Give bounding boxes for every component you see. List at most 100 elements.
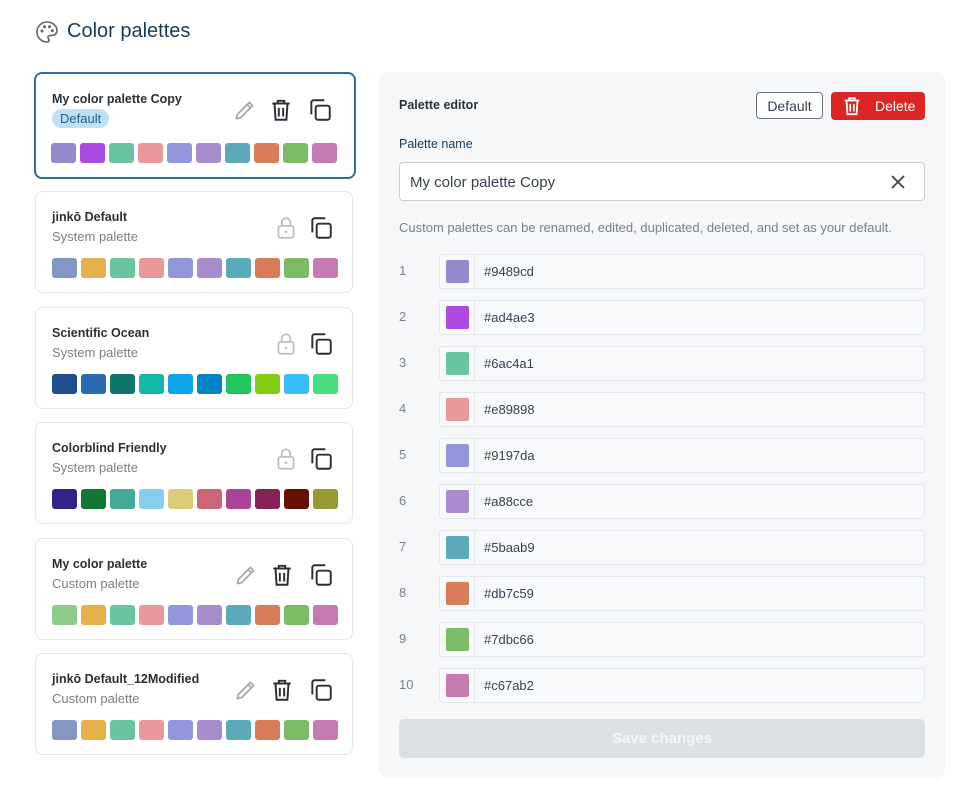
delete-label: Delete	[875, 98, 916, 114]
divider	[474, 255, 475, 288]
pencil-icon[interactable]	[233, 677, 259, 703]
color-input[interactable]: #5baab9	[439, 530, 925, 565]
color-index: 9	[399, 631, 407, 646]
swatch	[52, 720, 77, 740]
swatch	[284, 489, 309, 509]
color-input[interactable]: #7dbc66	[439, 622, 925, 657]
swatch	[197, 605, 222, 625]
swatch	[110, 720, 135, 740]
palette-name: My color palette	[52, 557, 148, 571]
swatch	[197, 720, 222, 740]
editor-title: Palette editor	[399, 98, 479, 112]
swatch	[168, 258, 193, 278]
default-button[interactable]: Default	[756, 92, 823, 119]
swatch	[225, 143, 250, 163]
palette-name: Scientific Ocean	[52, 326, 150, 340]
swatch	[284, 374, 309, 394]
swatch	[313, 489, 338, 509]
swatch	[255, 489, 280, 509]
divider	[474, 393, 475, 426]
palette-card[interactable]: jinkō Default_12Modified Custom palette	[35, 653, 353, 755]
color-index: 1	[399, 263, 407, 278]
palette-name: jinkō Default	[52, 210, 128, 224]
trash-icon[interactable]	[268, 97, 294, 123]
color-input[interactable]: #c67ab2	[439, 668, 925, 703]
pencil-icon[interactable]	[232, 97, 258, 123]
swatch	[255, 258, 280, 278]
save-button[interactable]: Save changes	[399, 719, 925, 758]
delete-button[interactable]: Delete	[831, 92, 925, 120]
copy-icon[interactable]	[308, 562, 334, 588]
swatch	[167, 143, 192, 163]
swatch	[284, 720, 309, 740]
palette-card[interactable]: My color palette Custom palette	[35, 538, 353, 640]
swatch	[138, 143, 163, 163]
palette-card[interactable]: jinkō Default System palette	[35, 191, 353, 293]
color-input[interactable]: #9489cd	[439, 254, 925, 289]
palette-name: Colorblind Friendly	[52, 441, 167, 455]
divider	[474, 531, 475, 564]
copy-icon[interactable]	[308, 677, 334, 703]
divider	[474, 485, 475, 518]
swatch	[110, 489, 135, 509]
swatch	[254, 143, 279, 163]
palette-name: jinkō Default_12Modified	[52, 672, 200, 686]
clear-icon[interactable]	[890, 174, 906, 190]
color-chip	[446, 536, 469, 559]
name-value: My color palette Copy	[410, 174, 556, 191]
swatch	[52, 374, 77, 394]
swatch	[226, 720, 251, 740]
hex-value: #db7c59	[484, 586, 534, 601]
palette-icon	[36, 21, 58, 43]
color-input[interactable]: #a88cce	[439, 484, 925, 519]
swatch	[139, 489, 164, 509]
color-input[interactable]: #db7c59	[439, 576, 925, 611]
swatch	[81, 374, 106, 394]
swatch	[139, 258, 164, 278]
copy-icon[interactable]	[308, 331, 334, 357]
swatch	[110, 374, 135, 394]
swatch	[283, 143, 308, 163]
color-input[interactable]: #e89898	[439, 392, 925, 427]
trash-icon[interactable]	[269, 562, 295, 588]
color-input[interactable]: #9197da	[439, 438, 925, 473]
swatch	[139, 720, 164, 740]
palette-type: Custom palette	[52, 576, 140, 591]
trash-icon[interactable]	[269, 677, 295, 703]
palette-card[interactable]: Scientific Ocean System palette	[35, 307, 353, 409]
color-chip	[446, 306, 469, 329]
swatch	[80, 143, 105, 163]
swatch	[284, 605, 309, 625]
color-index: 5	[399, 447, 407, 462]
swatch	[255, 605, 280, 625]
swatch	[255, 374, 280, 394]
name-input[interactable]: My color palette Copy	[399, 162, 925, 201]
swatch	[226, 489, 251, 509]
color-chip	[446, 260, 469, 283]
palette-card[interactable]: Colorblind Friendly System palette	[35, 422, 353, 524]
swatch	[196, 143, 221, 163]
swatch	[110, 258, 135, 278]
pencil-icon[interactable]	[233, 562, 259, 588]
swatch	[313, 374, 338, 394]
swatch	[284, 258, 309, 278]
color-input[interactable]: #ad4ae3	[439, 300, 925, 335]
palette-type: System palette	[52, 460, 138, 475]
hex-value: #7dbc66	[484, 632, 534, 647]
hex-value: #ad4ae3	[484, 310, 535, 325]
swatch	[52, 489, 77, 509]
swatch	[110, 605, 135, 625]
color-input[interactable]: #6ac4a1	[439, 346, 925, 381]
color-index: 10	[399, 677, 414, 692]
palette-card[interactable]: My color palette Copy Default	[34, 72, 356, 179]
palette-type: System palette	[52, 229, 138, 244]
divider	[474, 623, 475, 656]
swatch	[168, 720, 193, 740]
copy-icon[interactable]	[307, 97, 333, 123]
swatch	[81, 489, 106, 509]
copy-icon[interactable]	[308, 215, 334, 241]
swatch	[313, 258, 338, 278]
copy-icon[interactable]	[308, 446, 334, 472]
color-index: 3	[399, 355, 407, 370]
